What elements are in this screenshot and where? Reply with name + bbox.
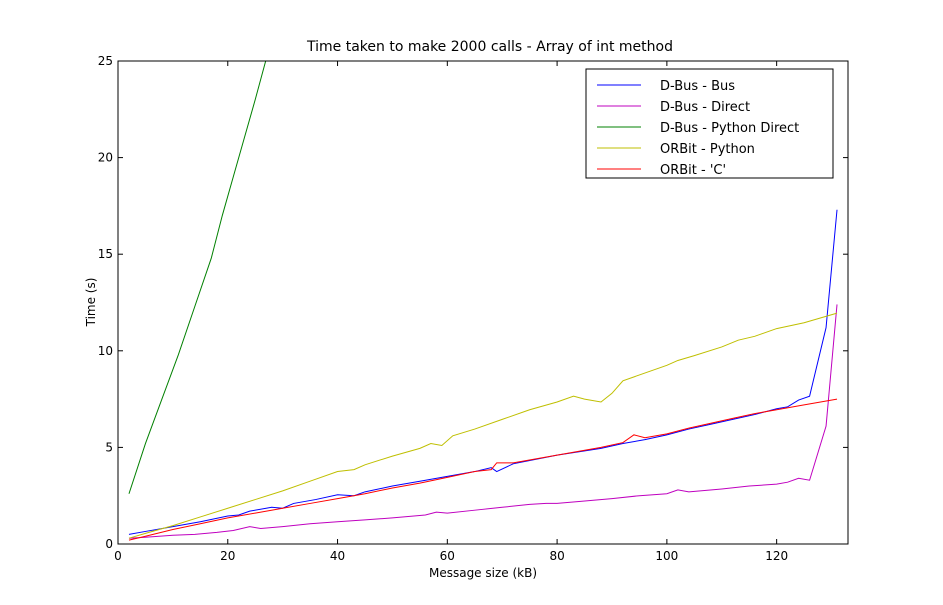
series-line-4 <box>128 398 838 541</box>
x-tick-label: 80 <box>549 549 564 563</box>
series-line-2 <box>128 61 267 494</box>
series-line-0 <box>128 209 838 535</box>
y-axis-label: Time (s) <box>84 278 98 328</box>
legend-entries: D-Bus - Bus D-Bus - Direct D-Bus - Python … <box>597 79 799 178</box>
y-tick-label: 0 <box>105 537 113 551</box>
legend-box <box>585 68 834 179</box>
x-tick-label: 120 <box>765 549 788 563</box>
y-tick-label: 20 <box>98 151 113 165</box>
legend-label-1: D-Bus - Direct <box>660 100 750 115</box>
x-tick-label: 0 <box>114 549 122 563</box>
series-line-3 <box>128 312 838 539</box>
x-axis-label: Message size (kB) <box>429 566 537 580</box>
y-tick-label: 15 <box>98 247 113 261</box>
y-tick-label: 10 <box>98 344 113 358</box>
legend-label-3: ORBit - Python <box>660 142 755 157</box>
y-tick-label: 5 <box>105 440 113 454</box>
x-tick-label: 60 <box>440 549 455 563</box>
series-line-1 <box>128 304 838 539</box>
axis-tick-labels: 0 20 40 60 80 100 120 0 5 10 15 20 25 <box>98 54 788 563</box>
legend-label-0: D-Bus - Bus <box>660 79 735 94</box>
plot-area-frame <box>117 60 849 545</box>
axis-ticks <box>117 60 848 545</box>
legend-label-4: ORBit - 'C' <box>660 163 726 178</box>
chart-title: Time taken to make 2000 calls - Array of… <box>306 39 673 55</box>
x-tick-label: 20 <box>220 549 235 563</box>
series-lines <box>128 61 838 541</box>
legend-label-2: D-Bus - Python Direct <box>660 121 799 136</box>
legend: D-Bus - Bus D-Bus - Direct D-Bus - Python … <box>585 68 834 179</box>
y-tick-label: 25 <box>98 54 113 68</box>
x-tick-label: 40 <box>330 549 345 563</box>
x-tick-label: 100 <box>655 549 678 563</box>
